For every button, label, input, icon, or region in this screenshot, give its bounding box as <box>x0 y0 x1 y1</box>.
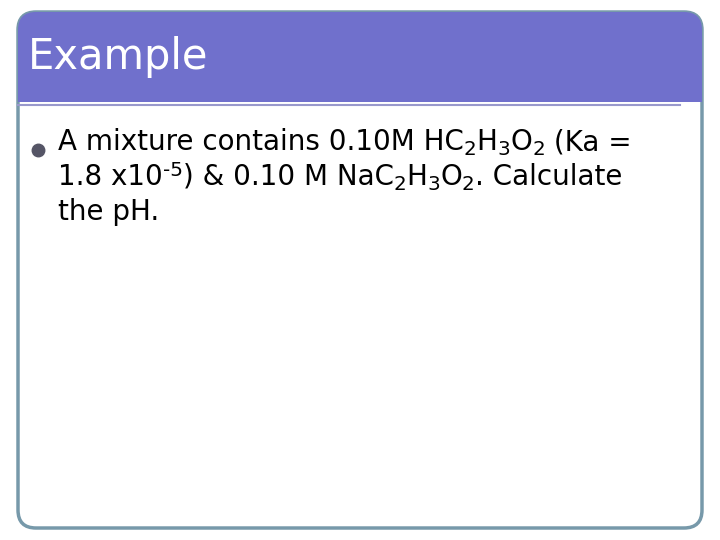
Text: O: O <box>510 128 532 156</box>
FancyBboxPatch shape <box>18 12 702 102</box>
Text: 3: 3 <box>498 140 510 159</box>
Text: -5: -5 <box>163 161 183 180</box>
Text: (Ka =: (Ka = <box>545 128 631 156</box>
Text: ) & 0.10 M NaC: ) & 0.10 M NaC <box>183 163 394 191</box>
Text: 2: 2 <box>464 140 477 159</box>
FancyBboxPatch shape <box>18 12 702 528</box>
Text: H: H <box>407 163 428 191</box>
Text: 2: 2 <box>462 175 474 194</box>
Text: 2: 2 <box>532 140 545 159</box>
Bar <box>18 57 702 102</box>
Text: . Calculate: . Calculate <box>474 163 622 191</box>
Text: Example: Example <box>28 36 209 78</box>
Text: A mixture contains 0.10M HC: A mixture contains 0.10M HC <box>58 128 464 156</box>
Text: O: O <box>440 163 462 191</box>
Text: H: H <box>477 128 498 156</box>
Text: 1.8 x10: 1.8 x10 <box>58 163 163 191</box>
Text: 3: 3 <box>428 175 440 194</box>
Text: the pH.: the pH. <box>58 198 159 226</box>
Text: 2: 2 <box>394 175 407 194</box>
